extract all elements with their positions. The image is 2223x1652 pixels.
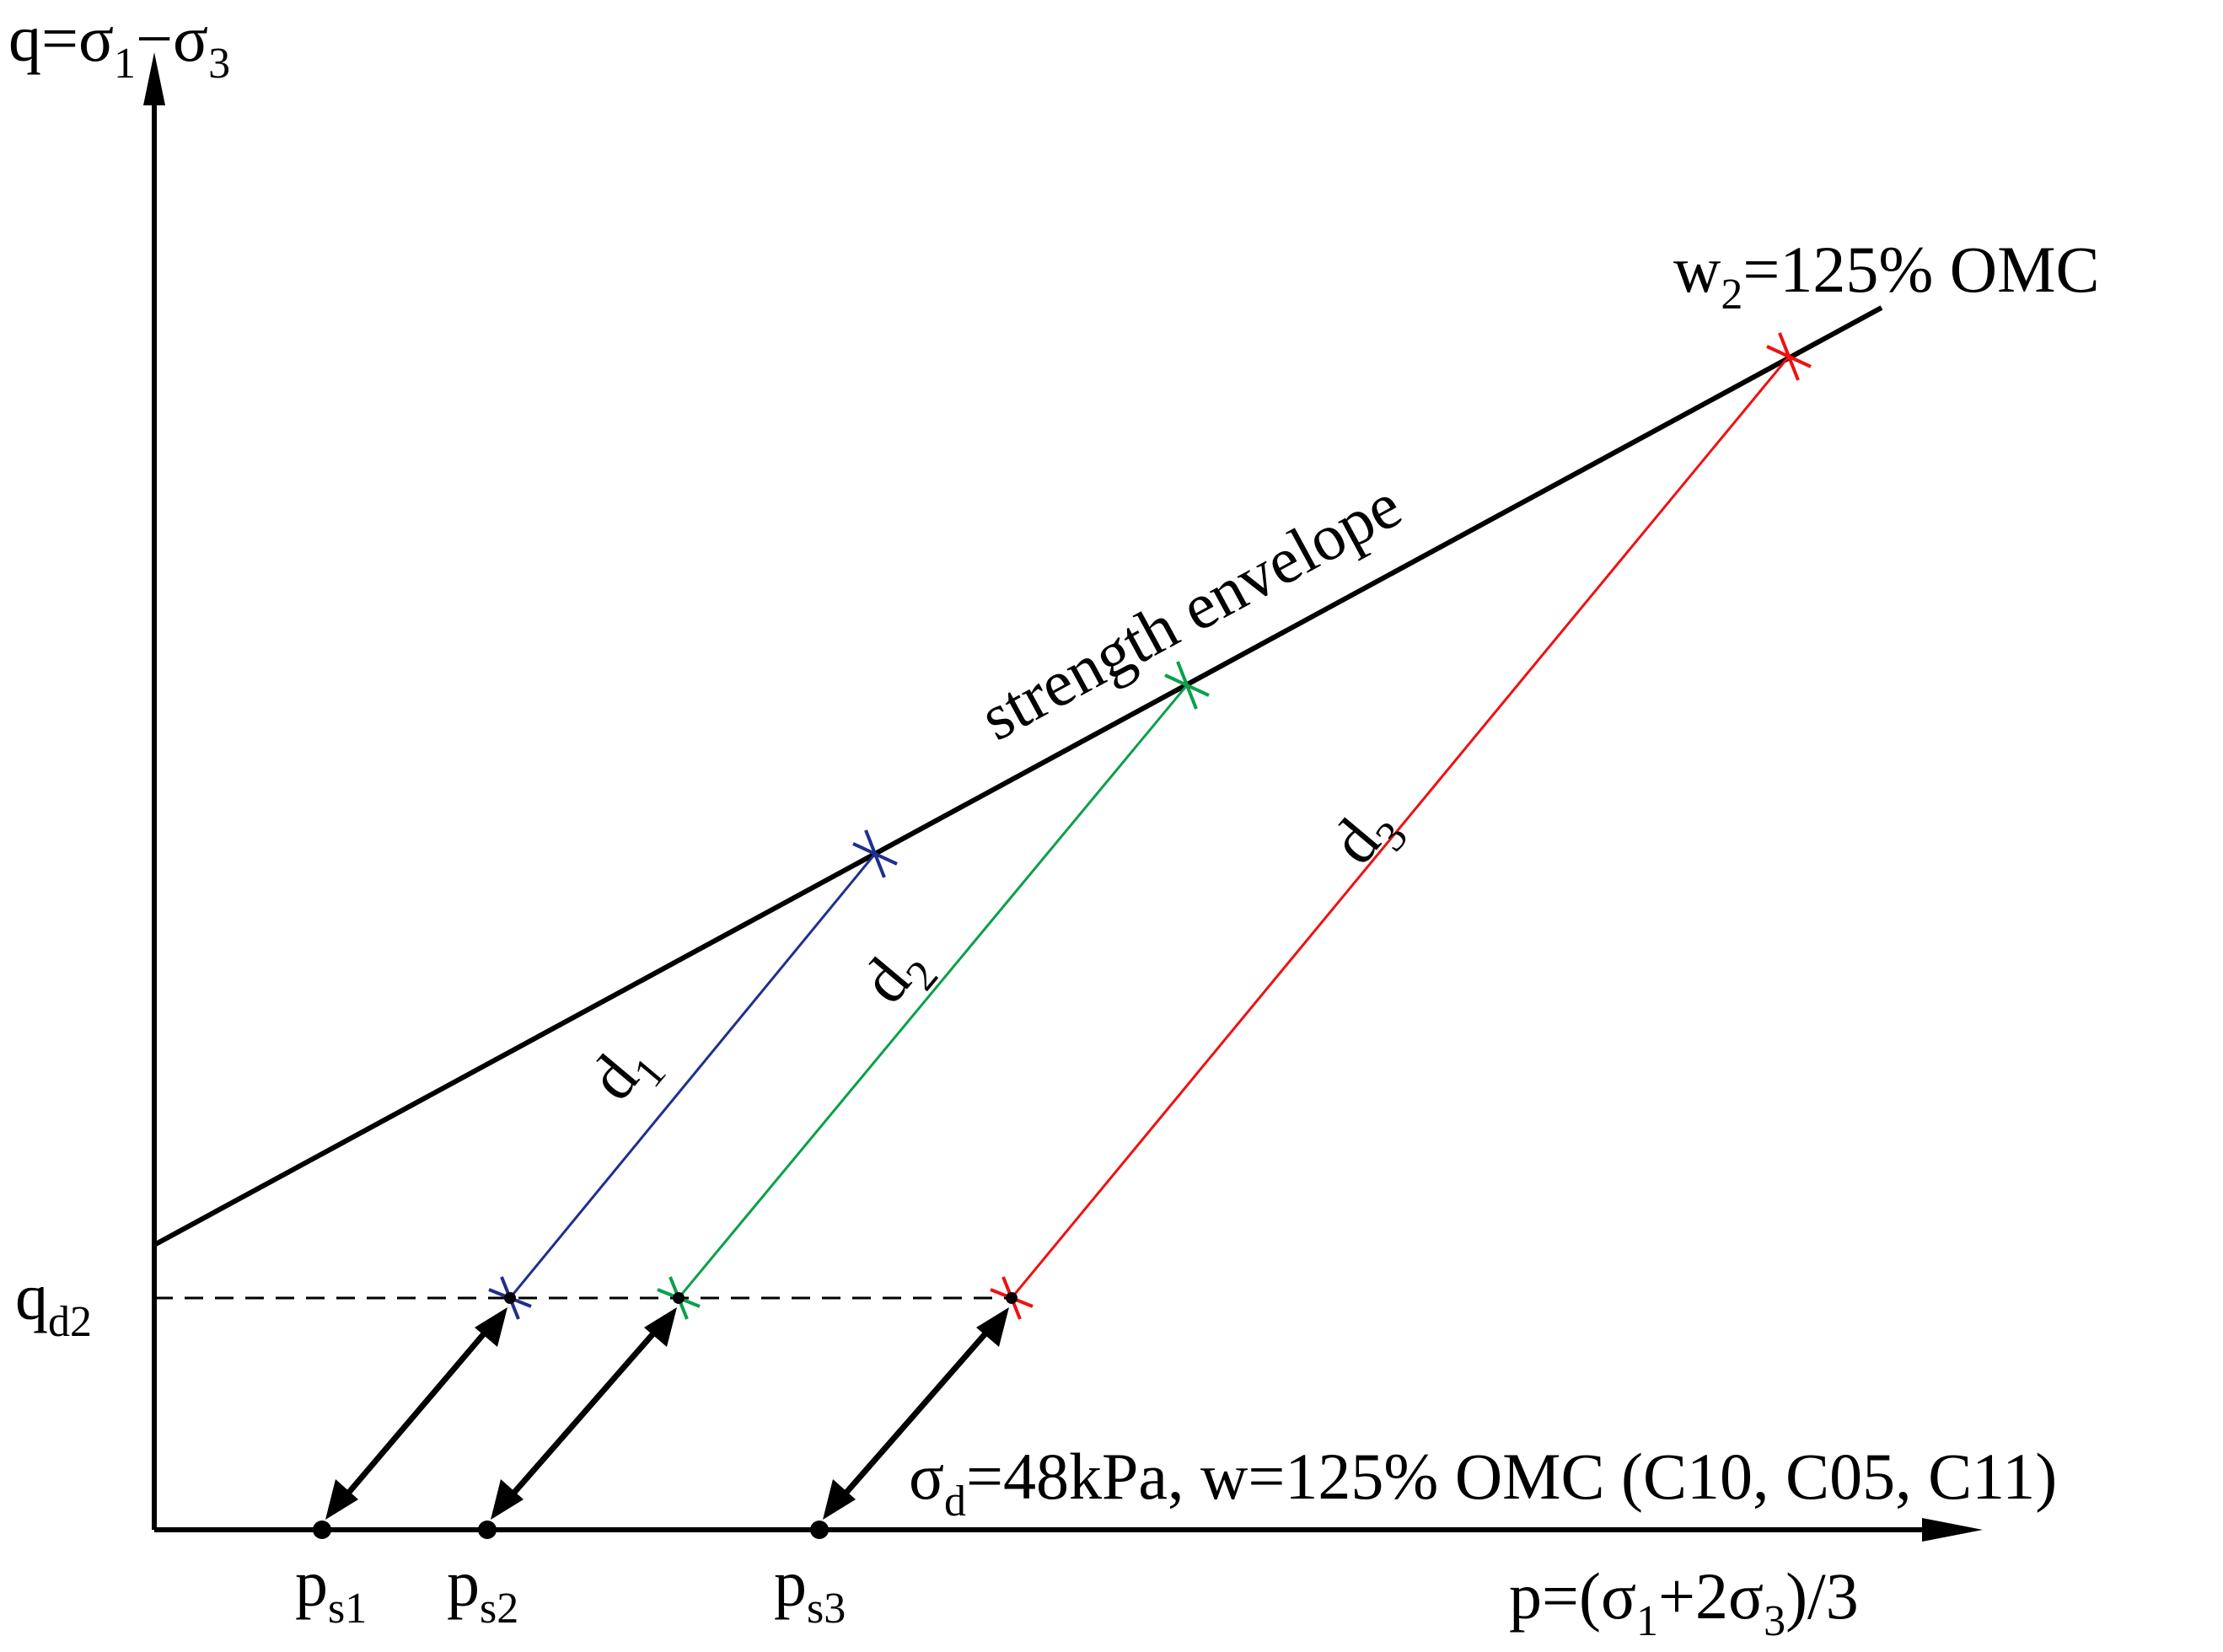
ps2-label: ps2 [447,1547,518,1633]
path-d3-label: d3 [1316,788,1417,885]
arrowhead-down-icon [823,1479,856,1520]
path-d1-line [508,853,877,1299]
path-d2-label: d2 [846,927,948,1024]
qd2-label: qd2 [15,1260,92,1346]
stress-path-d1: d1 [488,829,898,1320]
path-d3-line [1010,356,1791,1299]
stress-path-d3: d3 [990,332,1812,1320]
arrowhead-down-icon [491,1479,524,1520]
ps1-label: ps1 [295,1547,367,1633]
y-axis-arrow-icon [143,52,165,105]
double-arrow-1 [325,1307,507,1520]
path-d2-start-dot [673,1292,685,1304]
moisture-label: w2=125% OMC [1673,233,2100,319]
ps2-point [478,1521,497,1539]
path-d3-start-dot [1006,1292,1018,1304]
ps3-label: ps3 [774,1547,846,1633]
ps3-point [810,1521,829,1539]
path-d3-failure-marker-icon [1766,332,1812,381]
arrowhead-up-icon [644,1307,677,1347]
path-d1-label: d1 [574,1024,675,1121]
strength-envelope-label: strength envelope [969,468,1413,754]
arrowhead-up-icon [976,1307,1009,1347]
path-d1-start-dot [504,1292,516,1304]
y-axis-label: q=σ1−σ3 [8,2,230,88]
strength-envelope-line [153,305,1883,1247]
x-axis-label: p=(σ1+2σ3)/3 [1509,1559,1859,1645]
arrowhead-down-icon [325,1479,358,1520]
stress-path-d2: d2 [657,661,1210,1320]
path-d2-failure-marker-icon [1164,661,1210,710]
x-axis-arrow-icon [1922,1518,1983,1542]
double-arrow-2 [491,1307,677,1520]
path-d2-line [677,684,1189,1299]
path-d1-failure-marker-icon [852,829,898,878]
double-arrow-3 [823,1307,1009,1520]
condition-label: σd=48kPa, w=125% OMC (C10, C05, C11) [909,1440,2057,1526]
arrowhead-up-icon [475,1307,507,1347]
ps1-point [313,1521,331,1539]
